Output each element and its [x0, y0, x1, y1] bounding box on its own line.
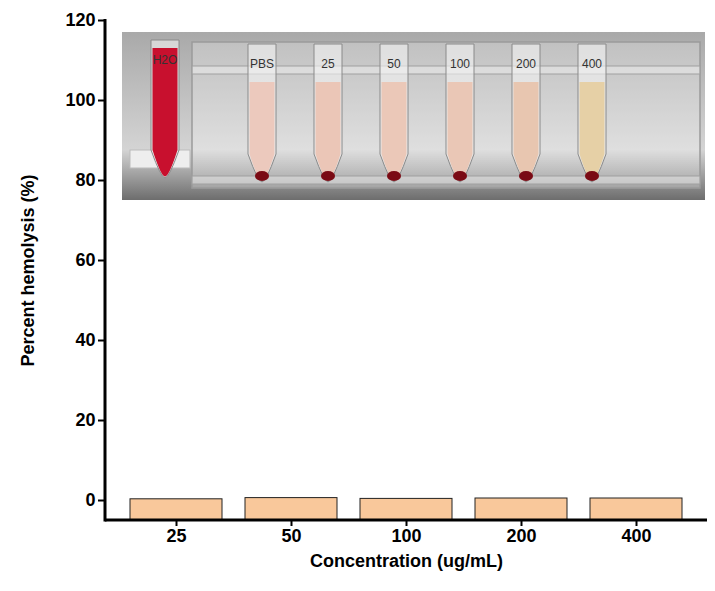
svg-text:PBS: PBS — [250, 57, 274, 71]
svg-text:80: 80 — [75, 170, 95, 190]
svg-text:H2O: H2O — [153, 53, 178, 67]
svg-text:25: 25 — [321, 57, 335, 71]
svg-text:100: 100 — [65, 90, 95, 110]
svg-text:100: 100 — [391, 526, 421, 546]
svg-text:40: 40 — [75, 330, 95, 350]
svg-text:200: 200 — [506, 526, 536, 546]
svg-text:Concentration (ug/mL): Concentration (ug/mL) — [310, 551, 503, 571]
svg-text:120: 120 — [65, 10, 95, 30]
svg-text:20: 20 — [75, 410, 95, 430]
svg-text:Percent hemolysis (%): Percent hemolysis (%) — [18, 174, 38, 366]
svg-text:50: 50 — [281, 526, 301, 546]
svg-text:0: 0 — [85, 490, 95, 510]
svg-text:50: 50 — [387, 57, 401, 71]
svg-text:400: 400 — [621, 526, 651, 546]
svg-text:200: 200 — [516, 57, 536, 71]
svg-text:25: 25 — [166, 526, 186, 546]
svg-text:60: 60 — [75, 250, 95, 270]
svg-text:100: 100 — [450, 57, 470, 71]
svg-text:400: 400 — [582, 57, 602, 71]
